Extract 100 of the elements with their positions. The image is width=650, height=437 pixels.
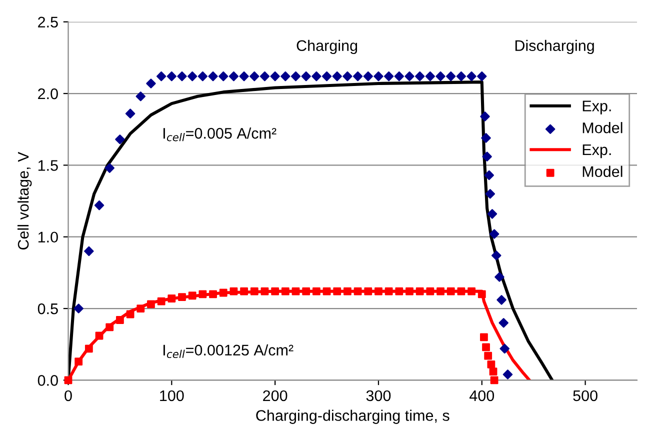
- point: [425, 71, 436, 82]
- legend-label: Model: [582, 122, 622, 134]
- point: [484, 170, 494, 180]
- legend-label: Model: [582, 166, 622, 178]
- y-tick-label: 0.0: [38, 375, 58, 386]
- point: [466, 71, 476, 82]
- point: [147, 300, 155, 308]
- x-tick-label: 300: [366, 390, 391, 402]
- y-tick-label: 2.0: [38, 88, 58, 100]
- annotation: Charging: [296, 40, 358, 54]
- point: [271, 287, 280, 296]
- point: [312, 287, 320, 296]
- point: [354, 287, 362, 296]
- point: [84, 344, 93, 353]
- point: [301, 71, 311, 82]
- x-tick-label: 100: [160, 390, 184, 402]
- point: [94, 200, 104, 210]
- point: [125, 108, 136, 118]
- point: [484, 352, 492, 360]
- point: [342, 71, 352, 82]
- point: [416, 287, 424, 296]
- point: [414, 71, 425, 82]
- point: [333, 287, 342, 296]
- point: [446, 71, 456, 82]
- point: [406, 287, 414, 296]
- point: [395, 287, 404, 296]
- point: [487, 209, 498, 219]
- point: [312, 71, 322, 82]
- y-tick-label: 1.0: [38, 232, 58, 243]
- point: [481, 133, 491, 143]
- point: [374, 287, 382, 296]
- point: [436, 287, 444, 296]
- point: [230, 287, 238, 296]
- point: [198, 71, 208, 82]
- point: [64, 376, 72, 384]
- point: [281, 287, 290, 296]
- point: [394, 71, 404, 82]
- point: [436, 71, 446, 82]
- point: [280, 71, 290, 82]
- legend-label: Exp.: [582, 144, 611, 158]
- point: [489, 229, 500, 239]
- point: [494, 272, 504, 282]
- point: [456, 71, 466, 82]
- point: [74, 304, 84, 314]
- point: [485, 188, 496, 199]
- point: [498, 318, 508, 328]
- point: [500, 344, 510, 354]
- x-tick-label: 500: [573, 390, 598, 402]
- point: [489, 368, 498, 376]
- annotation: I$_{cell}$=0.00125 A/cm²: [164, 344, 294, 358]
- point: [136, 92, 146, 102]
- y-tick-label: 0.5: [38, 303, 58, 314]
- point: [384, 287, 393, 296]
- point: [302, 287, 310, 296]
- point: [352, 71, 363, 82]
- point: [187, 71, 198, 82]
- point: [104, 163, 114, 173]
- point: [374, 71, 384, 82]
- point: [496, 295, 506, 305]
- point: [166, 71, 177, 82]
- point: [209, 290, 217, 298]
- point: [468, 287, 476, 296]
- point: [126, 310, 134, 318]
- point: [322, 71, 332, 82]
- point: [490, 376, 498, 384]
- y-tick-label: 2.5: [38, 16, 58, 28]
- point: [198, 290, 207, 298]
- point: [116, 316, 124, 324]
- legend-label: Exp.: [582, 100, 611, 114]
- point: [480, 112, 490, 122]
- y-axis-title: Cell voltage, V: [17, 152, 32, 250]
- x-tick-label: 0: [64, 390, 72, 402]
- x-tick-label: 400: [469, 390, 494, 402]
- point: [74, 358, 83, 366]
- point: [384, 71, 394, 82]
- point: [457, 287, 466, 296]
- point: [332, 71, 342, 82]
- point: [106, 323, 114, 332]
- y-tick-label: 1.5: [38, 160, 58, 171]
- point: [168, 294, 176, 302]
- point: [270, 71, 280, 82]
- point: [502, 370, 513, 380]
- point: [228, 71, 239, 82]
- point: [157, 297, 166, 306]
- point: [178, 293, 186, 302]
- point: [156, 71, 166, 82]
- point: [146, 78, 156, 88]
- point: [492, 250, 502, 260]
- annotation: I$_{cell}$=0.005 A/cm²: [164, 128, 276, 142]
- point: [208, 71, 218, 82]
- point: [260, 287, 269, 296]
- x-tick-label: 200: [263, 390, 288, 402]
- point: [219, 288, 228, 297]
- point: [482, 152, 492, 162]
- x-axis-title: Charging-discharging time, s: [256, 410, 450, 424]
- point: [487, 360, 496, 368]
- point: [478, 290, 486, 298]
- point: [136, 304, 145, 312]
- point: [480, 333, 488, 342]
- point: [95, 332, 104, 340]
